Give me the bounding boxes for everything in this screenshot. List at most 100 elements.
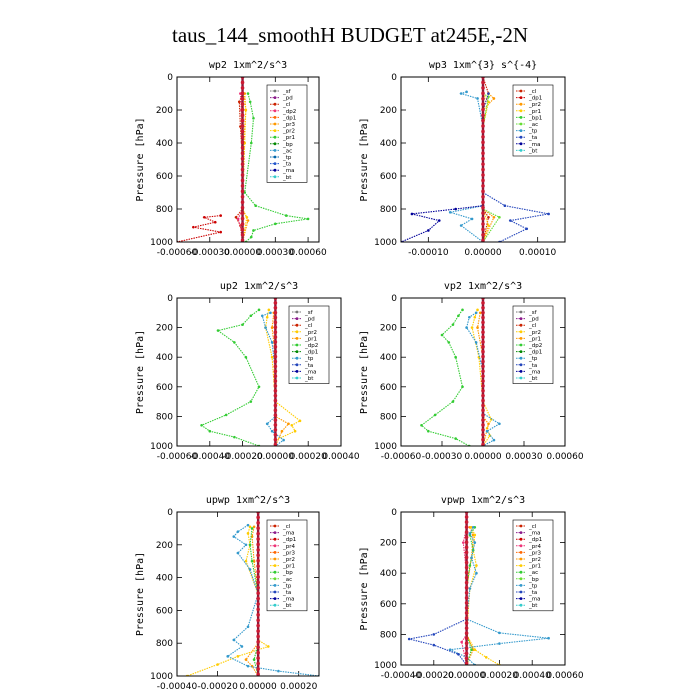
data-point	[244, 658, 248, 661]
legend-marker	[273, 597, 277, 600]
zero-profile-marker	[481, 91, 485, 96]
data-point	[241, 323, 244, 326]
legend-label: _dp2	[528, 343, 542, 349]
data-point	[474, 311, 478, 315]
data-point	[265, 315, 269, 319]
data-point	[232, 638, 236, 642]
legend-marker	[519, 363, 523, 367]
legend-marker	[519, 122, 523, 126]
zero-profile-marker	[481, 86, 485, 90]
zero-profile-marker	[481, 80, 485, 85]
data-point	[270, 341, 274, 344]
legend-label: _pr4	[528, 544, 542, 550]
legend-label: _sf	[528, 310, 538, 316]
legend-marker	[273, 116, 277, 119]
zero-profile-marker	[464, 525, 469, 529]
data-point	[246, 532, 250, 535]
data-point	[448, 648, 452, 651]
data-point	[468, 587, 472, 590]
legend-label: _bt	[304, 376, 314, 382]
data-point	[447, 341, 451, 344]
legend-label: _bp1	[528, 115, 542, 121]
data-point	[475, 564, 478, 567]
data-point	[234, 215, 238, 219]
zero-profile-marker	[256, 623, 260, 628]
data-point	[427, 229, 430, 232]
zero-profile-marker	[240, 91, 245, 96]
legend-marker	[295, 323, 299, 327]
data-point	[270, 429, 274, 433]
data-point	[407, 637, 411, 641]
legend-marker	[273, 175, 277, 179]
series-line-tp	[226, 524, 319, 676]
legend-label: _ta	[304, 363, 313, 369]
legend-label: _pr2	[282, 557, 295, 563]
zero-profile-marker	[273, 330, 278, 334]
zero-profile-marker	[481, 222, 485, 226]
panel-5: vpwp 1xm^2/s^3 Pressure [hPa] 0 200 400 600 80…	[359, 495, 584, 681]
zero-profile-marker	[464, 661, 469, 665]
legend-label: _tp	[304, 356, 314, 362]
zero-profile-marker	[256, 564, 260, 568]
data-point	[257, 385, 261, 389]
zero-profile-marker	[481, 305, 485, 310]
zero-profile-marker	[273, 345, 278, 349]
zero-profile-marker	[481, 107, 485, 112]
zero-profile-marker	[273, 418, 278, 422]
panel-title: wp3 1xm^{3} s^{-4}	[429, 60, 537, 71]
series-group	[185, 512, 319, 676]
data-point	[249, 314, 253, 318]
data-point	[487, 422, 490, 426]
zero-profile-marker	[464, 520, 469, 524]
legend-label: _ma	[282, 597, 294, 603]
data-point	[478, 311, 482, 315]
zero-profile-marker	[256, 537, 260, 541]
data-point	[487, 215, 490, 219]
data-point	[203, 215, 206, 219]
y-tick-label: 800	[380, 205, 397, 215]
data-point	[237, 100, 241, 104]
data-point	[498, 422, 501, 426]
legend-marker	[519, 376, 523, 380]
data-point	[470, 326, 474, 329]
series-line-tp	[261, 312, 285, 446]
legend-label: _pr1	[528, 564, 541, 570]
legend-label: _tp	[528, 129, 538, 135]
zero-profile-marker	[240, 238, 245, 242]
legend-label: _cl	[282, 102, 291, 108]
data-point	[427, 429, 430, 433]
zero-profile-marker	[273, 320, 278, 325]
plot-frame	[176, 511, 320, 677]
zero-profile-marker	[256, 558, 260, 563]
legend-marker	[519, 109, 523, 113]
zero-profile-marker	[273, 408, 278, 413]
zero-profile-marker	[256, 569, 260, 574]
legend-label: _bt	[282, 175, 292, 181]
data-point	[476, 97, 479, 100]
data-point	[244, 543, 248, 547]
zero-profile-marker	[481, 216, 485, 221]
y-tick-label: 400	[156, 353, 173, 363]
zero-profile-marker	[240, 184, 245, 188]
series-line-pr4	[461, 527, 468, 665]
legend-marker	[519, 337, 523, 340]
zero-profile-marker	[464, 515, 469, 519]
legend-label: _tp	[282, 155, 292, 161]
legend-marker	[273, 109, 277, 113]
legend-marker	[519, 317, 523, 320]
data-point	[459, 92, 463, 95]
x-tick-label: -0.00020	[414, 671, 455, 681]
legend-label: _ta	[528, 135, 537, 141]
zero-profile-marker	[464, 540, 469, 545]
y-tick-label: 1000	[374, 238, 397, 248]
data-point	[487, 92, 490, 95]
x-tick-label: -0.00040	[381, 671, 422, 681]
zero-profile-marker	[240, 173, 245, 177]
legend-label: _bp	[282, 142, 293, 148]
legend-marker	[273, 564, 277, 567]
data-point	[457, 314, 460, 318]
zero-profile-marker	[256, 580, 260, 585]
x-tick-label: 0.00000	[464, 452, 501, 462]
series-line-extra	[177, 215, 221, 242]
data-point	[462, 541, 465, 544]
